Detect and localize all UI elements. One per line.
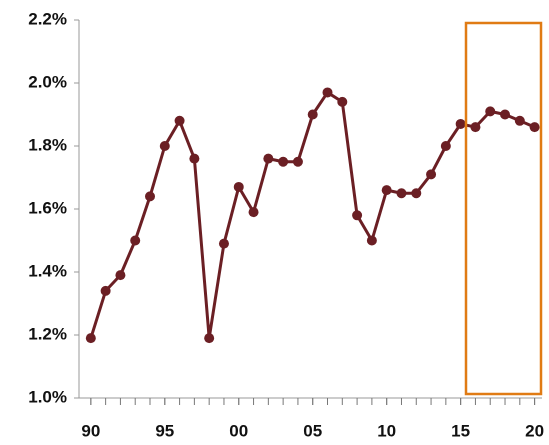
y-tick-label: 1.0% — [28, 387, 67, 406]
point — [440, 141, 451, 151]
point — [204, 333, 215, 344]
point — [322, 87, 333, 98]
point — [514, 115, 525, 126]
y-tick-label: 1.6% — [28, 198, 67, 217]
x-tick-label: 00 — [229, 421, 248, 440]
point — [396, 188, 407, 199]
point — [529, 122, 540, 133]
x-tick-label: 90 — [81, 421, 100, 440]
y-tick-label: 2.0% — [28, 72, 67, 91]
point — [337, 96, 348, 107]
x-tick-label: 05 — [303, 421, 322, 440]
point — [307, 109, 318, 120]
point — [470, 122, 481, 133]
point — [366, 235, 377, 246]
point — [159, 141, 170, 151]
y-tick-label: 1.8% — [28, 135, 67, 154]
point — [263, 153, 274, 164]
x-tick-label: 20 — [525, 421, 544, 440]
point — [426, 169, 437, 180]
point — [100, 285, 111, 296]
point — [352, 210, 363, 221]
point — [292, 156, 303, 167]
point — [411, 188, 422, 199]
point — [233, 181, 244, 192]
point — [248, 207, 259, 218]
point — [130, 235, 141, 246]
point — [485, 106, 496, 117]
point — [278, 156, 289, 167]
highlight-box — [464, 21, 543, 396]
point — [115, 270, 126, 281]
line — [89, 90, 536, 340]
point — [218, 238, 229, 249]
point — [174, 115, 185, 126]
point — [145, 191, 156, 202]
x-tick-label: 95 — [155, 421, 174, 440]
point — [85, 333, 96, 344]
x-tick-label: 15 — [451, 421, 470, 440]
y-tick-label: 1.2% — [28, 324, 67, 343]
point — [455, 118, 466, 129]
point — [381, 185, 392, 196]
x-tick-label: 10 — [377, 421, 396, 440]
y-tick-label: 1.4% — [28, 261, 67, 280]
point — [500, 109, 511, 120]
y-tick-label: 2.2% — [28, 9, 67, 28]
point — [189, 153, 200, 164]
